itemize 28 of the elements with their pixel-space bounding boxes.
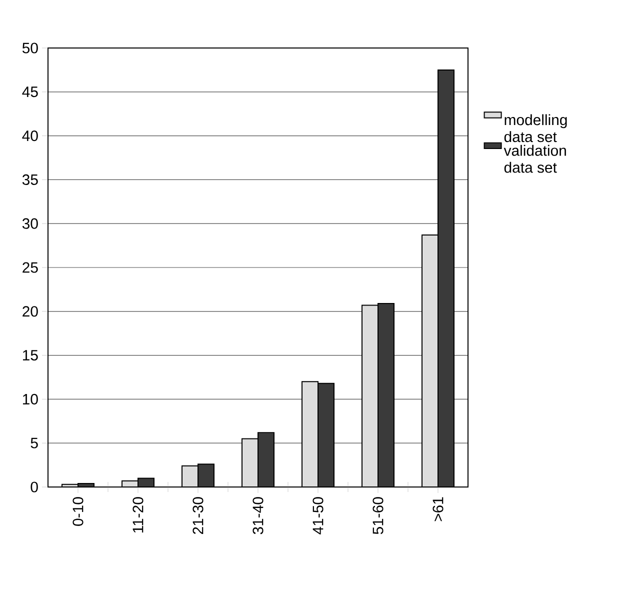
x-tick-label: 51-60 <box>372 497 384 534</box>
x-tick-label: 11-20 <box>132 497 144 532</box>
y-tick-label: 0 <box>30 482 38 492</box>
y-tick-label: 25 <box>22 262 38 273</box>
y-tick-label: 40 <box>22 130 38 142</box>
bar <box>318 382 335 487</box>
x-tick-label: 41-50 <box>312 497 324 534</box>
y-tick-label: 30 <box>22 218 38 229</box>
legend-label: validation data set <box>504 144 566 173</box>
bar <box>438 69 455 487</box>
x-tick-label: >61 <box>432 497 444 522</box>
y-tick-label: 50 <box>22 42 38 54</box>
bar <box>422 234 439 487</box>
y-tick-label: 20 <box>22 306 38 317</box>
bar <box>242 438 259 487</box>
x-tick-label: 21-30 <box>192 497 204 534</box>
y-tick-label: 10 <box>23 394 38 404</box>
x-tick-label: 31-40 <box>252 497 264 534</box>
bar <box>198 464 214 487</box>
bar <box>302 381 319 487</box>
bar <box>362 304 379 487</box>
y-tick-label: 15 <box>23 350 38 361</box>
bar <box>258 432 275 487</box>
y-tick-label: 45 <box>22 86 38 98</box>
bar <box>378 302 395 487</box>
y-tick-label: 35 <box>22 174 38 185</box>
y-tick-label: 5 <box>30 438 38 448</box>
x-tick-label: 0-10 <box>72 497 84 526</box>
